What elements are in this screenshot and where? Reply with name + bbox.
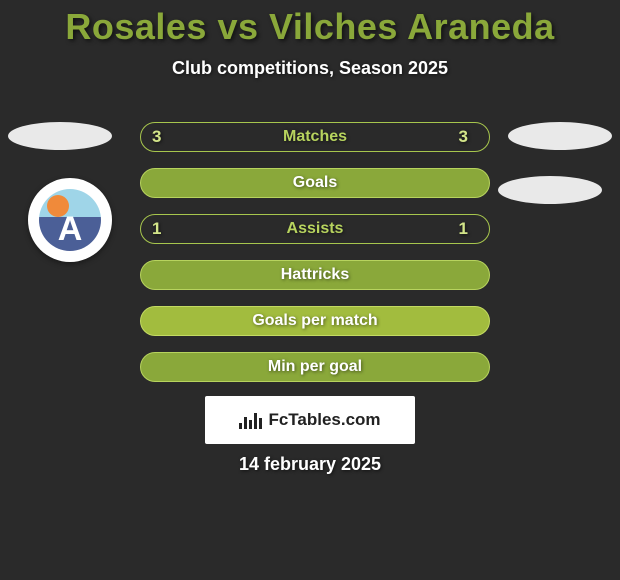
- stat-pill: Assists: [140, 214, 490, 244]
- stat-value-right: 3: [459, 122, 468, 152]
- stat-label: Hattricks: [281, 266, 349, 284]
- stat-row: Assists 1 1: [0, 210, 620, 256]
- stats-rows: Matches 3 3 Goals Assists 1 1 Hattricks Goals pe…: [0, 118, 620, 394]
- stat-value-right: 1: [459, 214, 468, 244]
- stat-row: Hattricks: [0, 256, 620, 302]
- stat-pill: Hattricks: [140, 260, 490, 290]
- stat-value-left: 3: [152, 122, 161, 152]
- stat-label: Assists: [287, 220, 344, 238]
- subtitle: Club competitions, Season 2025: [0, 58, 620, 79]
- stat-label: Min per goal: [268, 358, 362, 376]
- stat-pill: Matches: [140, 122, 490, 152]
- date-text: 14 february 2025: [239, 454, 381, 475]
- stat-row: Goals: [0, 164, 620, 210]
- stat-label: Goals: [293, 174, 337, 192]
- stat-row: Matches 3 3: [0, 118, 620, 164]
- watermark-text: FcTables.com: [268, 410, 380, 430]
- stat-label: Matches: [283, 128, 347, 146]
- page-title: Rosales vs Vilches Araneda: [0, 0, 620, 48]
- stat-value-left: 1: [152, 214, 161, 244]
- stat-row: Goals per match: [0, 302, 620, 348]
- bars-icon: [239, 411, 262, 429]
- stat-pill: Goals per match: [140, 306, 490, 336]
- stat-pill: Min per goal: [140, 352, 490, 382]
- stat-label: Goals per match: [252, 312, 377, 330]
- stat-pill: Goals: [140, 168, 490, 198]
- watermark-box: FcTables.com: [205, 396, 415, 444]
- stat-row: Min per goal: [0, 348, 620, 394]
